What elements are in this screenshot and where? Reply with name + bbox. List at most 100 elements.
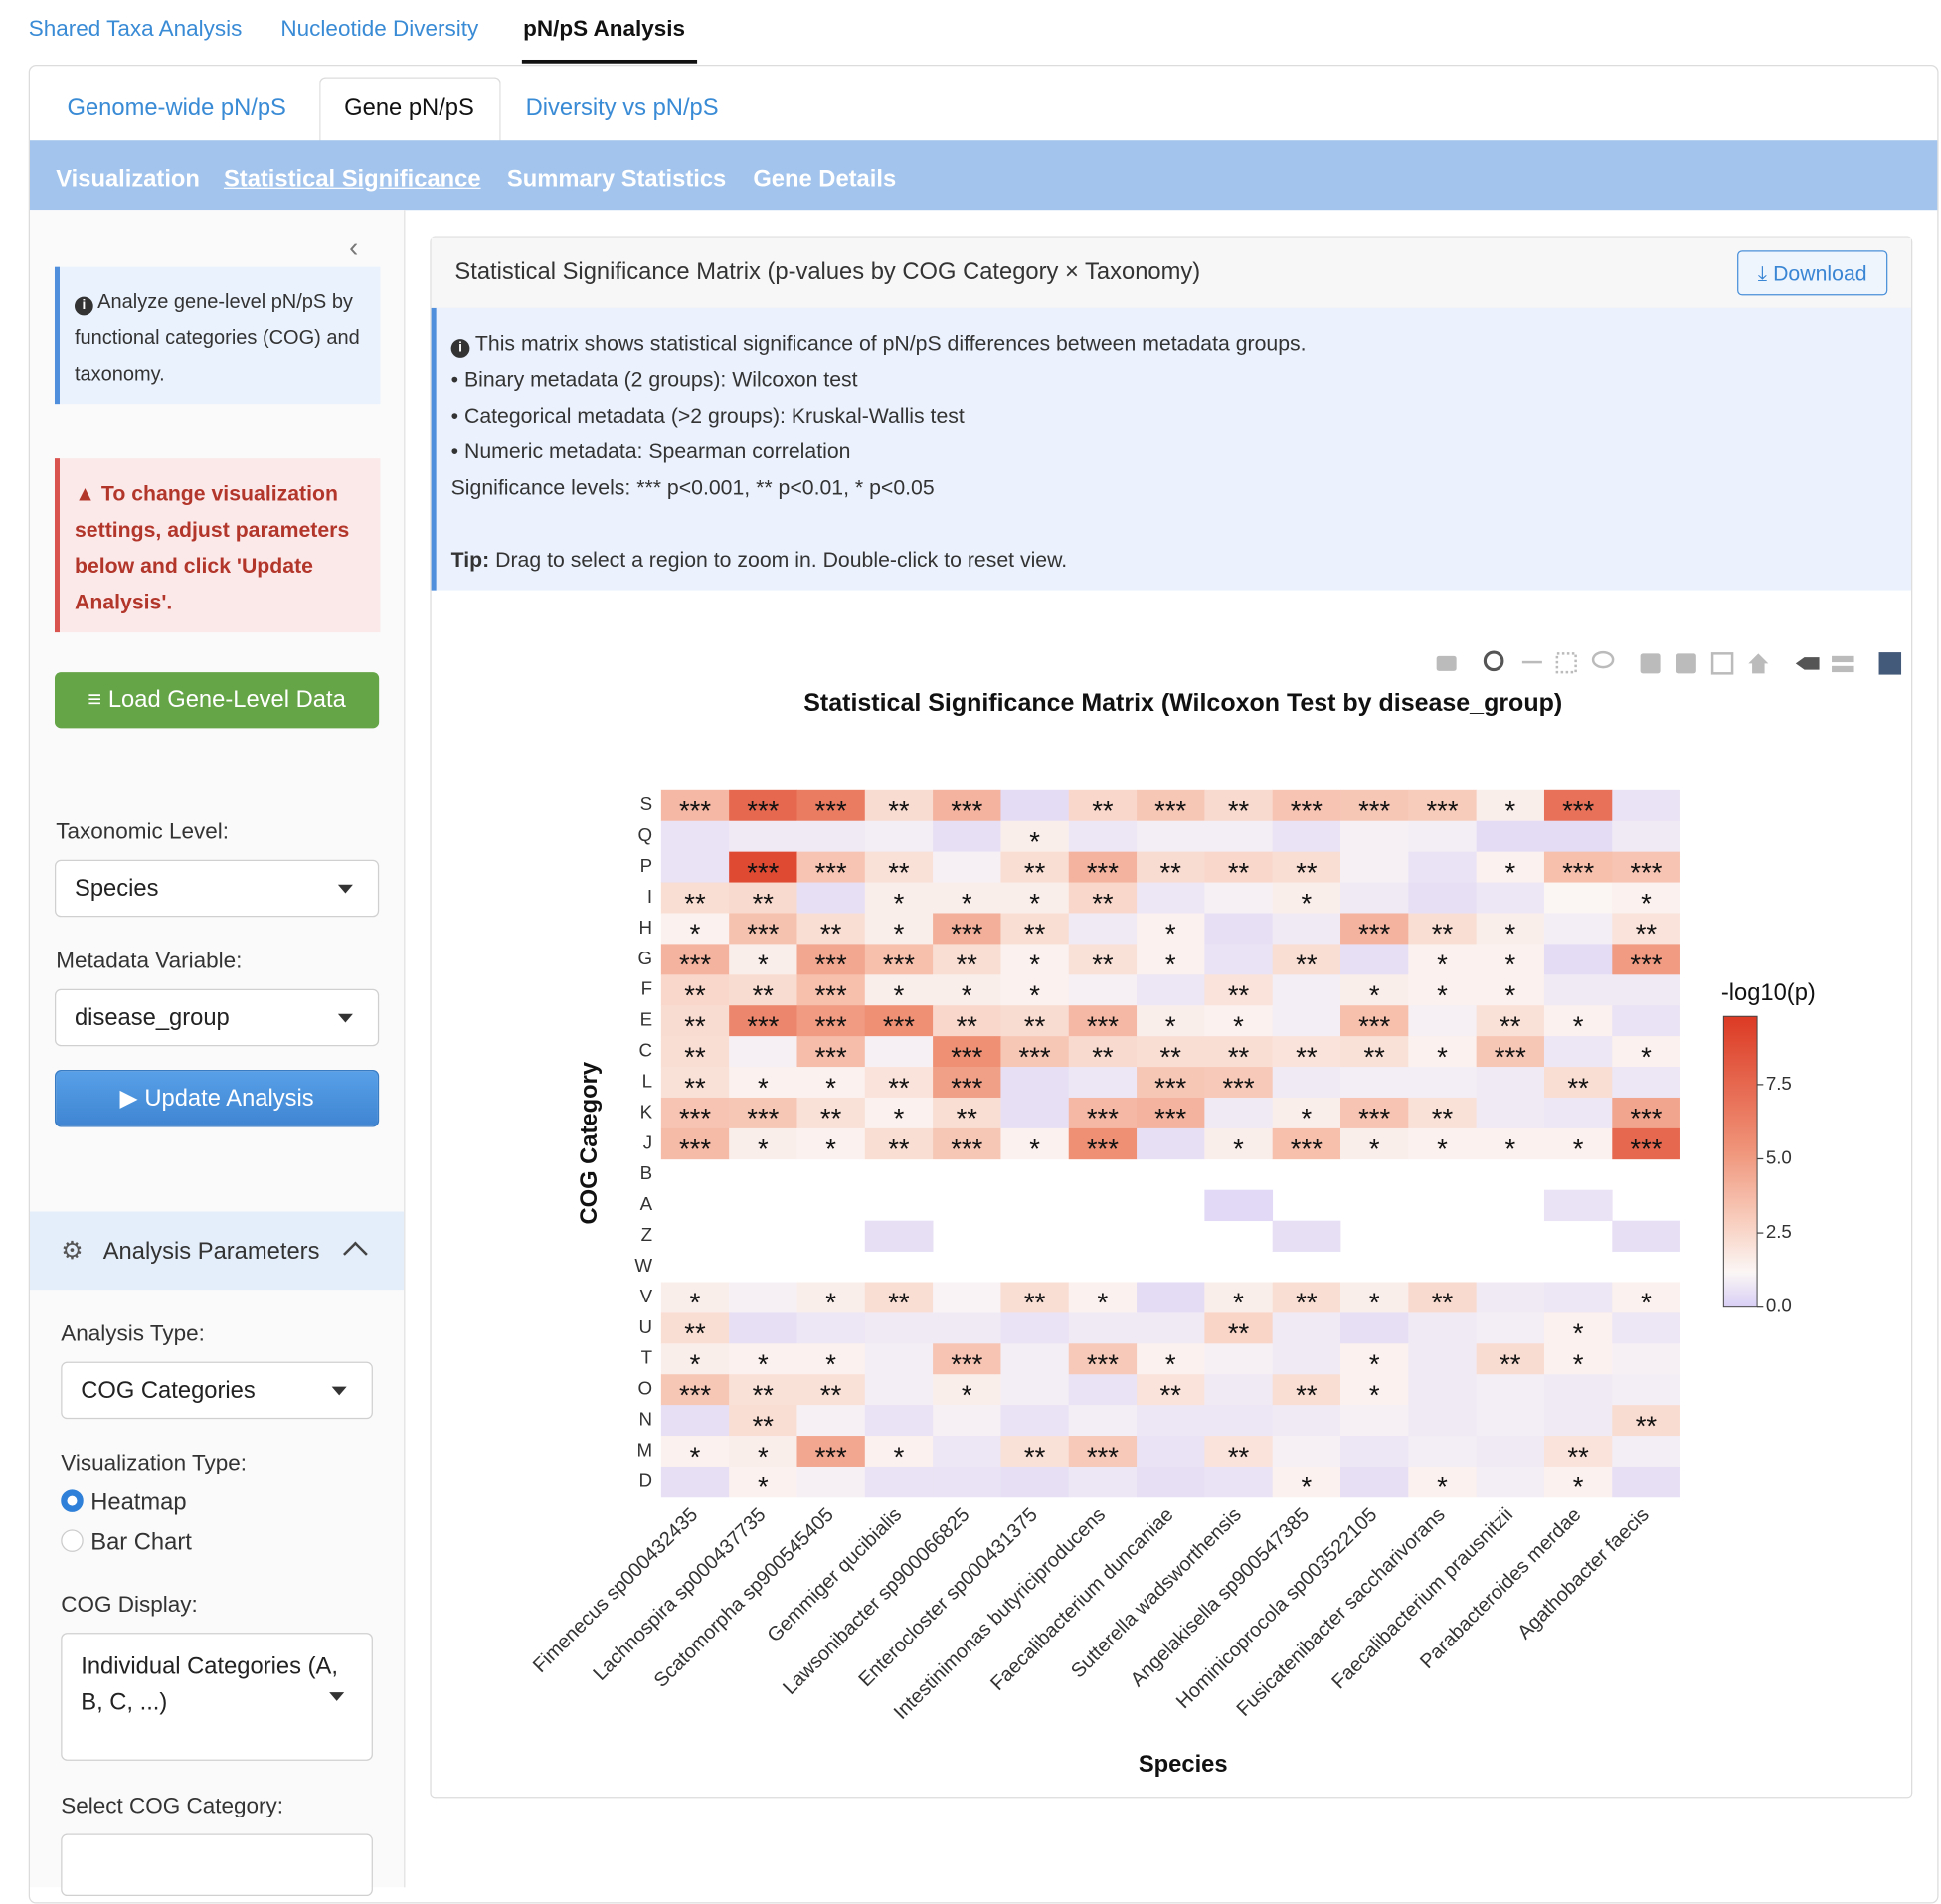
heatmap-cell	[1204, 882, 1274, 914]
significance-label: *	[894, 1103, 905, 1133]
heatmap-cell	[729, 820, 797, 853]
y-tick-label: F	[641, 978, 652, 999]
heatmap-cell	[1340, 789, 1409, 822]
heatmap-cell	[1340, 820, 1409, 853]
significance-label: ***	[679, 795, 711, 826]
heatmap-cell	[933, 851, 1001, 883]
heatmap-cell	[660, 1036, 730, 1068]
heatmap-cell	[660, 1405, 730, 1437]
heatmap-cell	[1068, 1005, 1138, 1037]
tool-icon[interactable]	[1483, 650, 1504, 672]
heatmap-cell	[660, 1282, 730, 1313]
warning-box: ▲ To change visualization settings, adju…	[54, 458, 381, 633]
radio[interactable]	[61, 1529, 84, 1552]
heatmap-cell	[1204, 1405, 1274, 1437]
significance-label: ***	[1222, 1072, 1254, 1103]
update-button[interactable]: ▶ Update Analysis	[54, 1069, 380, 1127]
nav-link-active[interactable]: Statistical Significance	[223, 166, 481, 193]
significance-label: *	[1573, 1010, 1584, 1041]
tool-icon[interactable]	[1878, 652, 1902, 675]
heatmap-cell	[1340, 1374, 1409, 1406]
heatmap-cell	[1543, 1036, 1613, 1068]
nav-link[interactable]: Visualization	[56, 166, 200, 193]
heatmap-cell	[1068, 1405, 1138, 1437]
tool-icon[interactable]	[1555, 652, 1577, 674]
significance-label: ***	[1087, 1441, 1119, 1471]
heatmap-cell	[796, 974, 866, 1006]
select[interactable]: disease_group	[54, 988, 380, 1047]
tool-icon[interactable]	[1832, 665, 1854, 673]
select[interactable]: Individual Categories (A, B, C, ...)	[61, 1633, 373, 1761]
heatmap-cell	[864, 1374, 934, 1406]
heatmap-cell	[729, 789, 797, 822]
tool-icon[interactable]	[1436, 655, 1457, 671]
heatmap-cell	[729, 913, 797, 945]
sub-tab-active[interactable]: Gene pN/pS	[344, 95, 474, 122]
nav-link[interactable]: Summary Statistics	[506, 166, 727, 193]
tool-icon[interactable]	[1710, 652, 1734, 675]
top-tab-active[interactable]: pN/pS Analysis	[523, 16, 686, 42]
info-text: This matrix shows statistical significan…	[474, 331, 1307, 356]
heatmap-cell	[729, 1005, 797, 1037]
heatmap-cell	[1340, 882, 1409, 914]
heatmap-cell	[1476, 882, 1545, 914]
heatmap-cell	[933, 1097, 1001, 1129]
significance-label: ***	[679, 1103, 711, 1133]
heatmap-cell	[1272, 1343, 1341, 1375]
nav-link[interactable]: Gene Details	[753, 166, 897, 193]
heatmap-cell	[1408, 1005, 1478, 1037]
radio-checked[interactable]	[61, 1489, 84, 1512]
top-tab[interactable]: Shared Taxa Analysis	[28, 16, 243, 42]
significance-label: *	[1573, 1133, 1584, 1164]
significance-label: *	[1029, 980, 1040, 1011]
download-button[interactable]: ⤓ Download	[1737, 250, 1888, 296]
top-tab[interactable]: Nucleotide Diversity	[280, 16, 479, 42]
heatmap-cell	[1408, 851, 1478, 883]
y-tick-label: I	[647, 886, 652, 907]
heatmap-cell	[660, 1005, 730, 1037]
heatmap-cell	[796, 944, 866, 975]
sub-tab-box	[319, 77, 501, 143]
tool-icon[interactable]	[1748, 653, 1769, 674]
params-header[interactable]	[29, 1211, 405, 1291]
heatmap-cell	[1408, 1036, 1478, 1068]
significance-label: **	[1228, 857, 1250, 888]
significance-label: *	[1233, 1288, 1244, 1318]
heatmap-cell	[796, 1436, 866, 1468]
significance-label: *	[1098, 1288, 1109, 1318]
significance-label: *	[1165, 950, 1176, 980]
colorbar-tick-label: 7.5	[1766, 1073, 1792, 1094]
tool-icon[interactable]	[1832, 655, 1854, 663]
heatmap-cell	[1000, 1436, 1070, 1468]
heatmap-cell	[1272, 1005, 1341, 1037]
heatmap-cell	[729, 1405, 797, 1437]
heatmap-cell	[1543, 1097, 1613, 1129]
y-tick-label: V	[640, 1286, 653, 1306]
significance-label: *	[1301, 1471, 1312, 1502]
heatmap-cell	[1612, 851, 1680, 883]
tool-icon[interactable]	[1676, 653, 1696, 674]
sub-tab[interactable]: Genome-wide pN/pS	[67, 95, 286, 122]
update-button-text: Update Analysis	[144, 1086, 314, 1113]
heatmap-cell	[729, 1036, 797, 1068]
tool-icon[interactable]	[1591, 650, 1615, 669]
heatmap-cell	[729, 1436, 797, 1468]
tool-icon[interactable]	[1640, 653, 1661, 674]
significance-label: *	[1301, 1103, 1312, 1133]
select[interactable]: Species	[54, 859, 380, 918]
load-button[interactable]: ≡ Load Gene-Level Data	[54, 672, 380, 729]
heatmap-cell	[1476, 1067, 1545, 1099]
tool-icon[interactable]	[1795, 657, 1820, 670]
significance-label: **	[1160, 1041, 1182, 1072]
heatmap-cell	[1272, 1127, 1341, 1160]
heatmap-cell	[933, 789, 1001, 822]
significance-label: *	[962, 1379, 972, 1410]
select[interactable]: COG Categories	[61, 1361, 373, 1420]
collapse-icon[interactable]: ‹	[349, 231, 359, 262]
significance-label: *	[1437, 950, 1448, 980]
heatmap-cell	[1000, 1405, 1070, 1437]
sub-tab[interactable]: Diversity vs pN/pS	[525, 95, 719, 122]
heatmap-cell	[1476, 1036, 1545, 1068]
tool-icon[interactable]	[1521, 660, 1542, 664]
heatmap-cell	[1340, 1036, 1409, 1068]
